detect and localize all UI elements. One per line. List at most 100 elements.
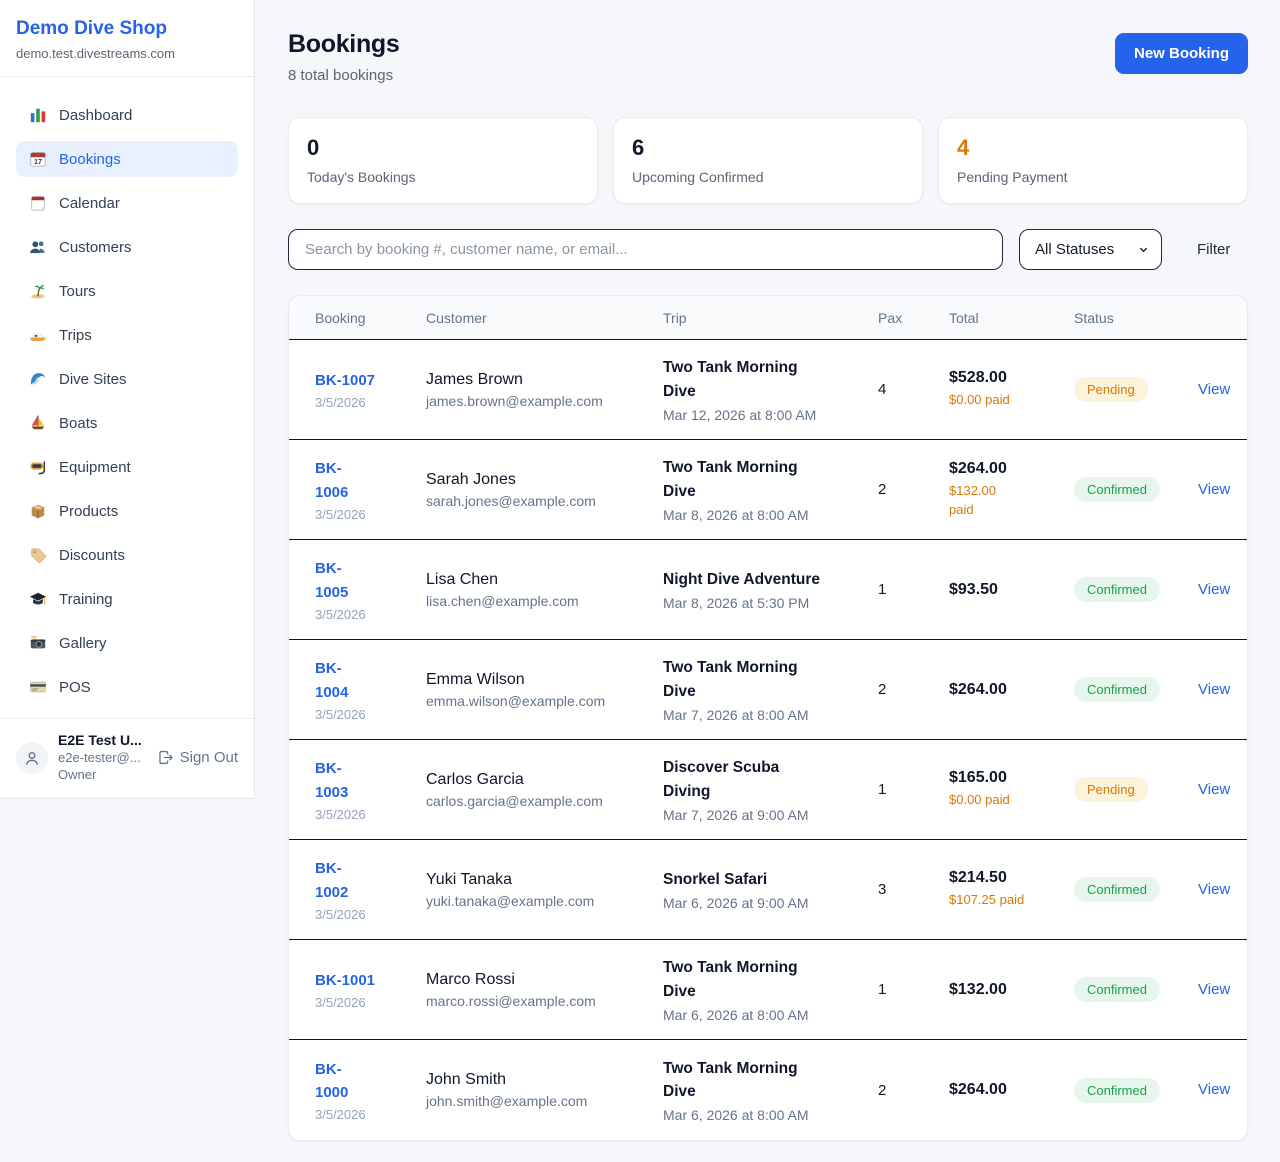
booking-cell: BK- 1006 3/5/2026	[315, 457, 426, 522]
booking-ref-link[interactable]: BK- 1000	[315, 1060, 349, 1101]
trip-time: Mar 6, 2026 at 9:00 AM	[663, 895, 809, 912]
sidebar-item-boats[interactable]: Boats	[16, 405, 238, 441]
booking-cell: BK- 1003 3/5/2026	[315, 757, 426, 822]
sidebar-item-label: POS	[59, 678, 91, 696]
total-cell: $264.00 $132.00 paid	[949, 460, 1074, 520]
trip-cell: Two Tank Morning Dive Mar 7, 2026 at 8:0…	[663, 656, 878, 723]
total-amount: $214.50	[949, 869, 1007, 887]
trip-name: Night Dive Adventure	[663, 570, 821, 588]
status-select[interactable]: All Statuses	[1019, 229, 1162, 270]
view-link[interactable]: View	[1198, 480, 1231, 498]
sidebar-item-gallery[interactable]: Gallery	[16, 625, 238, 661]
total-amount: $132.00	[949, 980, 1007, 998]
booking-ref-link[interactable]: BK- 1004	[315, 660, 349, 701]
sidebar-item-label: Boats	[59, 414, 98, 432]
customer-email: sarah.jones@example.com	[426, 492, 596, 509]
view-link[interactable]: View	[1198, 380, 1231, 398]
customer-name: Sarah Jones	[426, 470, 516, 488]
credit-card-icon	[29, 678, 47, 696]
view-link[interactable]: View	[1198, 880, 1231, 898]
search-input[interactable]	[288, 229, 1003, 270]
table-header-row: Booking Customer Trip Pax Total Status	[289, 296, 1247, 340]
booking-cell: BK- 1005 3/5/2026	[315, 557, 426, 622]
customer-email: yuki.tanaka@example.com	[426, 892, 595, 909]
view-link[interactable]: View	[1198, 680, 1231, 698]
filter-button[interactable]: Filter	[1197, 241, 1231, 258]
stat-value: 4	[957, 135, 970, 160]
new-booking-button[interactable]: New Booking	[1114, 33, 1248, 74]
booking-date: 3/5/2026	[315, 606, 366, 622]
trip-name: Snorkel Safari	[663, 870, 768, 888]
page-subtitle: 8 total bookings	[288, 67, 394, 84]
column-header-pax: Pax	[878, 309, 903, 326]
customer-email: lisa.chen@example.com	[426, 592, 579, 609]
status-badge: Confirmed	[1074, 1077, 1160, 1103]
sidebar-item-pos[interactable]: POS	[16, 669, 238, 705]
sidebar-item-equipment[interactable]: Equipment	[16, 449, 238, 485]
customer-email: carlos.garcia@example.com	[426, 792, 603, 809]
stat-card-pending-payment: 4 Pending Payment	[938, 117, 1248, 204]
column-header-booking: Booking	[315, 309, 366, 326]
view-link[interactable]: View	[1198, 780, 1231, 798]
booking-ref-link[interactable]: BK- 1002	[315, 860, 349, 901]
user-section: E2E Test U... e2e-tester@... Owner Sign …	[0, 718, 254, 798]
total-cell: $132.00	[949, 981, 1074, 999]
trip-name: Two Tank Morning Dive	[663, 1059, 798, 1100]
view-link[interactable]: View	[1198, 1081, 1231, 1098]
brand-domain: demo.test.divestreams.com	[16, 46, 175, 61]
sidebar-item-discounts[interactable]: Discounts	[16, 537, 238, 573]
user-info: E2E Test U... e2e-tester@... Owner	[58, 731, 142, 784]
view-link[interactable]: View	[1198, 580, 1231, 598]
actions-cell: View	[1198, 881, 1231, 899]
booking-ref-link[interactable]: BK- 1006	[315, 460, 349, 501]
booking-ref-link[interactable]: BK-1001	[315, 971, 376, 989]
sidebar-item-trips[interactable]: Trips	[16, 317, 238, 353]
sign-out-button[interactable]: Sign Out	[157, 749, 238, 766]
sidebar-item-tours[interactable]: Tours	[16, 273, 238, 309]
sidebar-item-dive-sites[interactable]: Dive Sites	[16, 361, 238, 397]
sidebar-item-products[interactable]: Products	[16, 493, 238, 529]
sidebar-item-label: Equipment	[59, 458, 131, 476]
wave-icon	[29, 370, 47, 388]
customer-email: marco.rossi@example.com	[426, 992, 596, 1009]
user-email: e2e-tester@...	[58, 750, 141, 766]
sidebar: Demo Dive Shop demo.test.divestreams.com…	[0, 0, 255, 799]
pax-value: 4	[878, 381, 887, 398]
svg-text:17: 17	[34, 157, 42, 166]
pax-value: 2	[878, 481, 887, 498]
actions-cell: View	[1198, 981, 1231, 999]
customer-name: Lisa Chen	[426, 570, 499, 588]
customer-name: Carlos Garcia	[426, 770, 524, 788]
pax-value: 2	[878, 681, 887, 698]
customer-cell: Emma Wilson emma.wilson@example.com	[426, 671, 663, 709]
trip-cell: Two Tank Morning Dive Mar 12, 2026 at 8:…	[663, 356, 878, 423]
booking-ref-link[interactable]: BK-1007	[315, 371, 376, 389]
people-icon	[29, 238, 47, 256]
paid-amount: $132.00 paid	[949, 482, 996, 517]
booking-date: 3/5/2026	[315, 806, 366, 822]
customer-cell: Lisa Chen lisa.chen@example.com	[426, 571, 663, 609]
sidebar-item-dashboard[interactable]: Dashboard	[16, 97, 238, 133]
status-cell: Pending	[1074, 777, 1198, 802]
sidebar-item-customers[interactable]: Customers	[16, 229, 238, 265]
stat-value: 0	[307, 135, 320, 160]
view-link[interactable]: View	[1198, 980, 1231, 998]
sidebar-item-bookings[interactable]: 17 Bookings	[16, 141, 238, 177]
customer-cell: Sarah Jones sarah.jones@example.com	[426, 471, 663, 509]
camera-icon	[29, 634, 47, 652]
bookings-calendar-icon: 17	[29, 150, 47, 168]
status-badge: Confirmed	[1074, 977, 1160, 1002]
sidebar-item-calendar[interactable]: Calendar	[16, 185, 238, 221]
brand-block: Demo Dive Shop demo.test.divestreams.com	[0, 0, 254, 76]
status-badge: Confirmed	[1074, 877, 1160, 902]
actions-cell: View	[1198, 681, 1231, 699]
trip-time: Mar 6, 2026 at 8:00 AM	[663, 1006, 809, 1023]
sidebar-item-label: Training	[59, 590, 113, 608]
customer-cell: Marco Rossi marco.rossi@example.com	[426, 971, 663, 1009]
status-cell: Confirmed	[1074, 477, 1198, 502]
pax-value: 1	[878, 981, 887, 998]
booking-ref-link[interactable]: BK- 1003	[315, 760, 349, 801]
sidebar-item-training[interactable]: Training	[16, 581, 238, 617]
booking-ref-link[interactable]: BK- 1005	[315, 560, 349, 601]
customer-cell: James Brown james.brown@example.com	[426, 371, 663, 409]
